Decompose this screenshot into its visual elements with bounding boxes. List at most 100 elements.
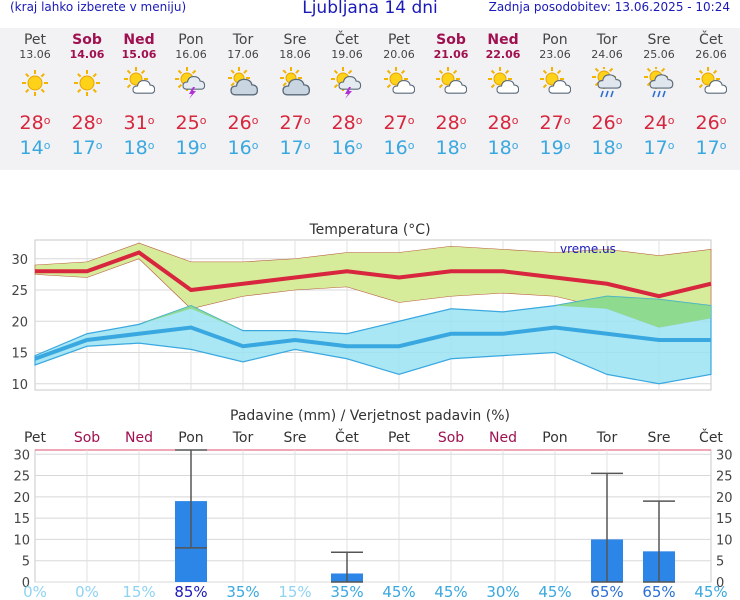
precip-chart-title: Padavine (mm) / Verjetnost padavin (%): [230, 408, 510, 424]
sun-cloud-icon: [529, 67, 581, 99]
min-temp-band: [34, 295, 712, 385]
day-name: Sre: [647, 32, 671, 48]
day-name: Sob: [436, 32, 466, 48]
temp-chart-title: Temperatura (°C): [308, 222, 430, 238]
day-column: Pon 16.06 25o 19o: [165, 28, 217, 161]
precip-x-label: Tor: [596, 430, 618, 446]
day-name: Sob: [72, 32, 102, 48]
day-name: Tor: [596, 32, 618, 48]
day-name: Pet: [387, 32, 411, 48]
precip-probability: 45%: [694, 583, 727, 600]
day-column: Tor 24.06 26o 18o: [581, 28, 633, 161]
max-temp: 27o: [279, 112, 311, 134]
precip-probability: 35%: [330, 583, 363, 600]
precip-y-tick: 5: [22, 555, 30, 570]
max-temp: 28o: [19, 112, 51, 134]
precip-probability: 0%: [23, 583, 47, 600]
precip-y-tick: 25: [13, 470, 30, 485]
temp-y-tick: 20: [11, 315, 28, 330]
max-temp: 26o: [695, 112, 727, 134]
day-column: Pet 13.06 28o 14o: [9, 28, 61, 161]
min-temp: 18o: [123, 137, 155, 159]
precip-y-tick: 30: [13, 448, 30, 463]
max-temp: 24o: [643, 112, 675, 134]
daily-forecast: Pet 13.06 28o 14o Sob 14.06 28o 17o Ned 15.06 31o 1…: [0, 28, 740, 170]
precip-probability: 45%: [382, 583, 415, 600]
min-temp: 16o: [227, 137, 259, 159]
max-temp: 28o: [331, 112, 363, 134]
day-column: Sre 25.06 24o 17o: [633, 28, 685, 161]
max-temp: 26o: [227, 112, 259, 134]
day-name: Tor: [232, 32, 254, 48]
precip-y-tick-right: 15: [716, 512, 733, 527]
precip-y-tick-right: 10: [716, 533, 733, 548]
precip-x-label: Čet: [699, 428, 723, 446]
min-temp: 18o: [487, 137, 519, 159]
precip-x-label: Pon: [542, 430, 567, 446]
min-temp: 17o: [279, 137, 311, 159]
min-temp: 14o: [19, 137, 51, 159]
day-name: Ned: [487, 32, 519, 48]
temp-y-tick: 25: [11, 284, 28, 299]
min-temp: 18o: [591, 137, 623, 159]
precip-x-label: Pet: [388, 430, 411, 446]
max-temp: 28o: [71, 112, 103, 134]
last-update: Zadnja posodobitev: 13.06.2025 - 10:24: [488, 0, 730, 14]
sun-rain-icon: [633, 67, 685, 99]
max-temp: 28o: [435, 112, 467, 134]
max-temp: 28o: [487, 112, 519, 134]
min-temp: 17o: [71, 137, 103, 159]
temp-y-tick: 30: [11, 253, 28, 268]
precip-probability: 85%: [174, 583, 207, 600]
day-date: 17.06: [227, 48, 259, 61]
max-temp: 27o: [383, 112, 415, 134]
precip-y-tick: 10: [13, 533, 30, 548]
partly-cloudy-icon: [217, 67, 269, 99]
partly-cloudy-icon: [269, 67, 321, 99]
precip-x-label: Sre: [648, 430, 671, 446]
day-column: Čet 19.06 28o 16o: [321, 28, 373, 161]
max-temp: 27o: [539, 112, 571, 134]
temp-y-tick: 15: [11, 347, 28, 362]
precip-probability: 65%: [590, 583, 623, 600]
day-name: Pet: [23, 32, 47, 48]
min-temp: 16o: [383, 137, 415, 159]
day-name: Ned: [123, 32, 155, 48]
location-hint[interactable]: (kraj lahko izberete v meniju): [10, 0, 187, 14]
precip-x-label: Čet: [335, 428, 359, 446]
day-date: 22.06: [485, 48, 521, 61]
day-date: 26.06: [695, 48, 727, 61]
precip-x-label: Ned: [125, 430, 153, 446]
day-date: 13.06: [19, 48, 51, 61]
max-temp: 31o: [123, 112, 155, 134]
sun-cloud-icon: [373, 67, 425, 99]
precip-probability: 15%: [278, 583, 311, 600]
precip-y-tick: 20: [13, 491, 30, 506]
precip-probability: 30%: [486, 583, 519, 600]
watermark: vreme.us: [560, 242, 616, 256]
precip-x-label: Sre: [284, 430, 307, 446]
precip-y-tick-right: 5: [716, 555, 724, 570]
min-temp: 17o: [695, 137, 727, 159]
day-column: Sob 14.06 28o 17o: [61, 28, 113, 161]
precip-x-label: Sob: [438, 430, 464, 446]
min-temp: 18o: [435, 137, 467, 159]
sun-rain-icon: [581, 67, 633, 99]
precip-probability: 0%: [75, 583, 99, 600]
max-temp: 26o: [591, 112, 623, 134]
sun-cloud-icon: [113, 67, 165, 99]
sun-icon: [9, 67, 61, 99]
precip-y-tick-right: 30: [716, 448, 733, 463]
band-overlap: [35, 296, 711, 356]
day-date: 25.06: [643, 48, 675, 61]
sun-thunder-icon: [321, 67, 373, 99]
day-name: Čet: [335, 32, 359, 48]
precip-y-tick-right: 0: [716, 576, 724, 591]
precip-probability: 15%: [122, 583, 155, 600]
day-date: 15.06: [121, 48, 157, 61]
day-column: Pon 23.06 27o 19o: [529, 28, 581, 161]
min-temp: 16o: [331, 137, 363, 159]
precip-probability: 45%: [538, 583, 571, 600]
precip-probability: 45%: [434, 583, 467, 600]
min-temp: 17o: [643, 137, 675, 159]
